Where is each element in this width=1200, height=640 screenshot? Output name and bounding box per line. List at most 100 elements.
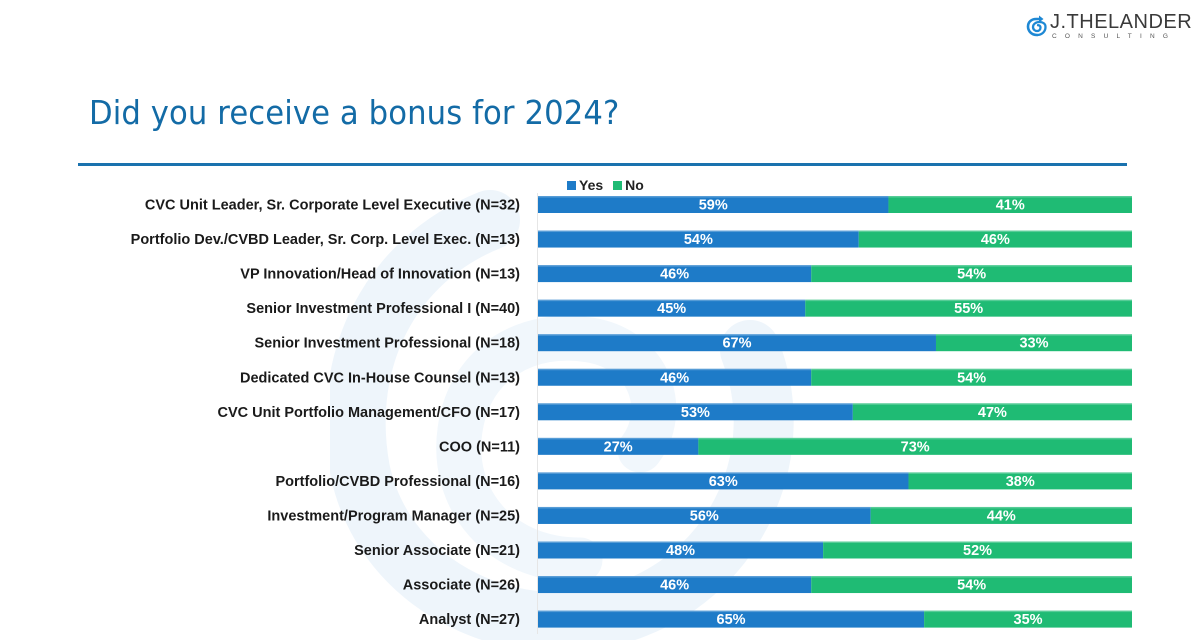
bar-highlight	[538, 541, 824, 543]
bar-highlight	[538, 610, 925, 613]
value-label-no: 54%	[957, 370, 986, 386]
bar-highlight	[538, 506, 871, 509]
bar-highlight	[538, 299, 806, 302]
value-label-yes: 59%	[699, 198, 728, 214]
value-label-no: 33%	[1019, 336, 1048, 352]
legend-swatch-yes	[567, 180, 576, 190]
bar-highlight	[888, 196, 1132, 198]
value-label-no: 73%	[901, 439, 930, 455]
bar-highlight	[811, 265, 1132, 267]
category-label: Senior Associate (N=21)	[354, 543, 520, 559]
bar-highlight	[538, 437, 699, 440]
value-label-no: 35%	[1014, 612, 1043, 628]
bar-highlight	[538, 265, 812, 267]
value-label-yes: 27%	[604, 439, 633, 455]
value-label-no: 44%	[987, 508, 1016, 524]
logo-sub-text: CONSULTING	[1052, 33, 1177, 40]
category-label: VP Innovation/Head of Innovation (N=13)	[240, 267, 520, 283]
value-label-yes: 53%	[681, 405, 710, 421]
bar-no-segment	[823, 541, 1132, 559]
bar-highlight	[858, 230, 1132, 233]
labels-layer: CVC Unit Leader, Sr. Corporate Level Exe…	[131, 198, 1049, 629]
bar-yes-segment	[538, 334, 936, 352]
spiral-arrow-icon	[1026, 15, 1047, 37]
bar-highlight	[538, 196, 889, 198]
category-label: Dedicated CVC In-House Counsel (N=13)	[240, 370, 520, 386]
bar-yes-segment	[538, 576, 812, 594]
bar-yes-segment	[538, 368, 812, 386]
value-label-no: 38%	[1006, 474, 1035, 490]
bar-highlight	[805, 299, 1132, 302]
bar-highlight	[538, 472, 909, 474]
bar-highlight	[908, 472, 1132, 474]
bar-no-segment	[811, 368, 1132, 386]
category-axis-line	[537, 193, 538, 634]
bar-highlight	[811, 576, 1132, 578]
bar-highlight	[698, 437, 1132, 440]
legend-swatch-no	[613, 180, 623, 190]
category-label: Analyst (N=27)	[419, 612, 520, 628]
value-label-no: 41%	[996, 198, 1025, 214]
bar-highlight	[852, 403, 1132, 405]
bar-yes-segment	[538, 437, 699, 455]
bar-highlight	[538, 230, 859, 233]
category-label: Investment/Program Manager (N=25)	[267, 508, 520, 524]
category-label: Portfolio Dev./CVBD Leader, Sr. Corp. Le…	[131, 232, 521, 248]
value-label-no: 54%	[957, 578, 986, 594]
category-label: Senior Investment Professional (N=18)	[254, 336, 520, 352]
legend-item-yes: Yes	[567, 177, 603, 193]
page-title: Did you receive a bonus for 2024?	[89, 93, 620, 132]
bar-yes-segment	[538, 265, 812, 283]
company-logo: J.THELANDER CONSULTING	[1026, 10, 1196, 44]
logo-brand-text: J.THELANDER	[1050, 11, 1193, 33]
bar-highlight	[538, 334, 936, 336]
legend-label-yes: Yes	[579, 177, 604, 193]
value-label-no: 47%	[978, 405, 1007, 421]
bar-highlight	[935, 334, 1132, 336]
bar-no-segment	[858, 230, 1132, 248]
bar-yes-segment	[538, 403, 853, 421]
bar-no-segment	[698, 437, 1132, 455]
value-label-yes: 48%	[666, 543, 695, 559]
category-label: Portfolio/CVBD Professional (N=16)	[275, 474, 520, 490]
category-label: COO (N=11)	[439, 439, 520, 455]
bar-no-segment	[811, 576, 1132, 594]
bar-highlight	[870, 506, 1132, 509]
value-label-yes: 56%	[690, 508, 719, 524]
bar-no-segment	[935, 334, 1132, 352]
value-label-yes: 46%	[660, 578, 689, 594]
bar-highlight	[823, 541, 1132, 543]
category-label: Senior Investment Professional I (N=40)	[246, 301, 520, 317]
bar-highlight	[538, 403, 853, 405]
bar-no-segment	[924, 610, 1132, 628]
bar-no-segment	[908, 472, 1132, 490]
legend-label-no: No	[625, 177, 644, 193]
bar-no-segment	[811, 265, 1132, 283]
bars-layer	[538, 196, 1132, 628]
legend-item-no: No	[613, 177, 644, 193]
bar-highlight	[924, 610, 1132, 613]
chart-legend: Yes No	[567, 177, 650, 193]
value-label-yes: 67%	[722, 336, 751, 352]
bar-highlight	[811, 368, 1132, 371]
bar-yes-segment	[538, 196, 889, 213]
bar-no-segment	[870, 506, 1132, 524]
title-divider	[78, 163, 1127, 166]
bar-yes-segment	[538, 299, 806, 317]
value-label-yes: 65%	[717, 612, 746, 628]
bar-no-segment	[888, 196, 1132, 213]
bar-yes-segment	[538, 472, 909, 490]
bar-highlight	[538, 368, 812, 371]
value-label-no: 54%	[957, 267, 986, 283]
category-label: CVC Unit Portfolio Management/CFO (N=17)	[217, 405, 520, 421]
value-label-yes: 45%	[657, 301, 686, 317]
value-label-yes: 46%	[660, 370, 689, 386]
value-label-no: 55%	[954, 301, 983, 317]
bar-yes-segment	[538, 230, 859, 248]
value-label-no: 52%	[963, 543, 992, 559]
value-label-yes: 63%	[709, 474, 738, 490]
bar-yes-segment	[538, 610, 925, 628]
value-label-no: 46%	[981, 232, 1010, 248]
value-label-yes: 54%	[684, 232, 713, 248]
